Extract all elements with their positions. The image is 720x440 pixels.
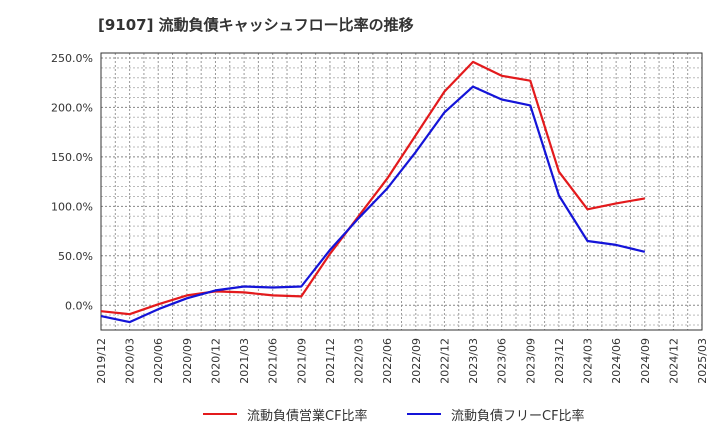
x-tick-label: 2024/03 [582, 338, 595, 384]
x-tick-label: 2022/12 [438, 338, 451, 384]
series-line-0 [100, 60, 645, 316]
x-tick-label: 2020/03 [124, 338, 137, 384]
x-tick-label: 2025/03 [696, 338, 709, 384]
x-tick-label: 2021/12 [324, 338, 337, 384]
chart-title: [9107] 流動負債キャッシュフロー比率の推移 [98, 16, 414, 34]
y-tick-label: 100.0% [51, 200, 93, 213]
legend-label-operating-cf: 流動負債営業CF比率 [247, 408, 368, 424]
legend-swatch-free-cf [407, 413, 441, 415]
line-chart: 0.0% 50.0% 100.0% 150.0% 200.0% 250.0% 2019/12… [51, 52, 709, 384]
x-tick-label: 2023/06 [496, 338, 509, 384]
x-tick-label: 2020/06 [152, 338, 165, 384]
legend-item-free-cf: 流動負債フリーCF比率 [407, 400, 585, 428]
x-tick-label: 2022/06 [381, 338, 394, 384]
x-tick-label: 2021/03 [238, 338, 251, 384]
x-tick-label: 2019/12 [95, 338, 108, 384]
plot-border [100, 52, 703, 331]
x-tick-label: 2022/03 [353, 338, 366, 384]
y-tick-label: 200.0% [51, 101, 93, 114]
x-tick-label: 2023/09 [524, 338, 537, 384]
x-tick-label: 2023/12 [553, 338, 566, 384]
legend-item-operating-cf: 流動負債営業CF比率 [203, 400, 368, 428]
x-tick-label: 2021/09 [295, 338, 308, 384]
y-tick-label: 150.0% [51, 151, 93, 164]
x-tick-label: 2021/06 [267, 338, 280, 384]
x-tick-label: 2020/09 [181, 338, 194, 384]
x-tick-label: 2024/06 [610, 338, 623, 384]
y-tick-label: 0.0% [65, 299, 93, 312]
x-tick-label: 2023/03 [467, 338, 480, 384]
legend: 流動負債営業CF比率 流動負債フリーCF比率 [0, 400, 720, 428]
y-tick-label: 50.0% [58, 250, 93, 263]
x-tick-label: 2024/09 [639, 338, 652, 384]
x-tick-label: 2022/09 [410, 338, 423, 384]
x-tick-label: 2020/12 [209, 338, 222, 384]
y-tick-label: 250.0% [51, 52, 93, 65]
x-tick-label: 2024/12 [667, 338, 680, 384]
series-line-1 [100, 85, 646, 324]
plot-area [101, 53, 702, 330]
legend-swatch-operating-cf [203, 413, 237, 415]
legend-label-free-cf: 流動負債フリーCF比率 [451, 408, 585, 424]
